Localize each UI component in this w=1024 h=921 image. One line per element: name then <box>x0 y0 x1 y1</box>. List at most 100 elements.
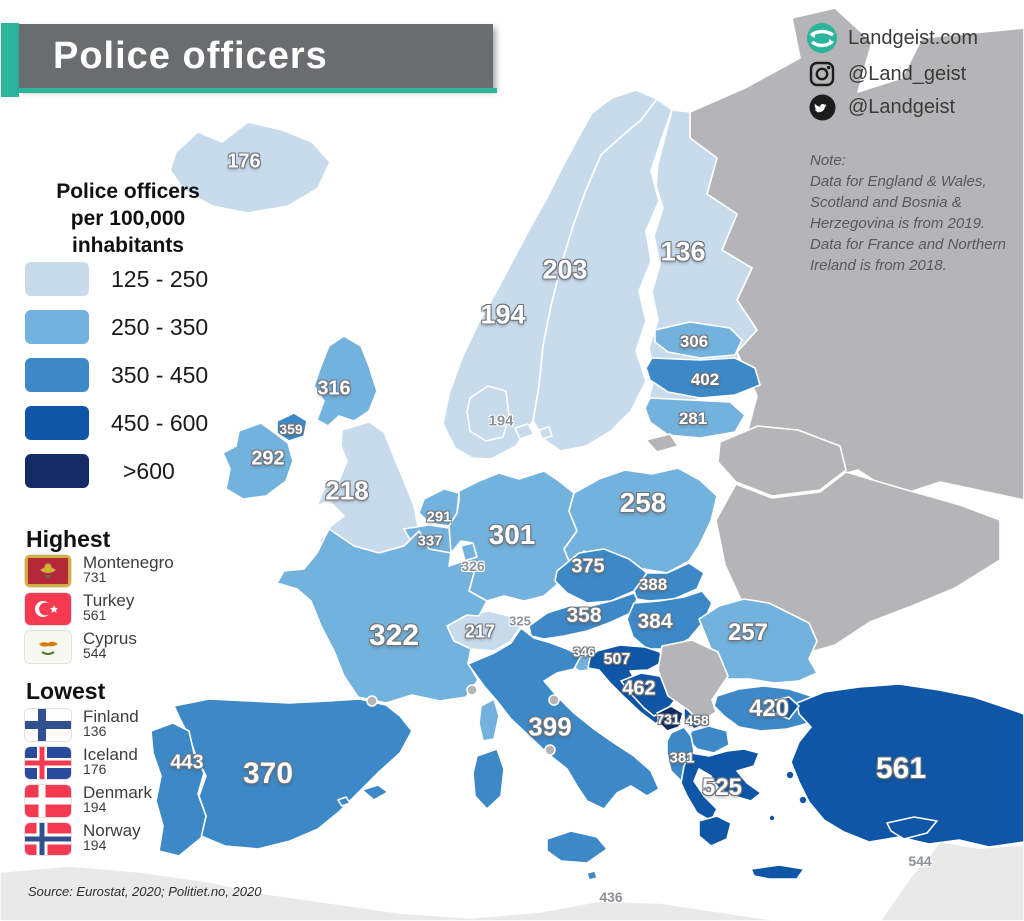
no-data-dot-san-marino <box>548 694 560 706</box>
legend-row: 250 - 350 <box>25 310 208 344</box>
legend-row: 125 - 250 <box>25 262 208 296</box>
country-montenegro <box>656 705 684 732</box>
finland-flag-icon <box>25 709 71 741</box>
legend-title-line: Police officers <box>56 180 200 203</box>
map-label-cyprus: 544 <box>908 853 932 869</box>
list-item-denmark: Denmark 194 <box>25 783 152 817</box>
country-belarus <box>717 425 847 497</box>
map-label-luxembourg: 326 <box>461 558 485 574</box>
country-italy-sardinia <box>472 748 505 810</box>
denmark-flag-icon <box>25 785 71 817</box>
map-label-northern-ireland: 359 <box>279 421 303 437</box>
map-label-spain: 370 <box>242 757 294 790</box>
legend-label: 350 - 450 <box>111 361 209 388</box>
title-accent-bar <box>1 23 19 97</box>
country-value: 194 <box>83 799 107 815</box>
country-denmark <box>466 385 510 442</box>
map-label-finland: 136 <box>660 236 706 267</box>
country-slovakia <box>633 562 705 602</box>
legend-title: Police officers per 100,000 inhabitants <box>14 178 242 259</box>
country-spain-balearics <box>337 784 389 807</box>
note-line: Herzegovina is from 2019. <box>810 215 986 232</box>
map-label-albania: 381 <box>669 749 695 767</box>
country-italy-sicily <box>546 830 608 864</box>
country-germany <box>448 470 578 602</box>
source-text: Source: Eurostat, 2020; Politiet.no, 202… <box>28 884 262 899</box>
map-label-belgium: 337 <box>417 532 443 550</box>
site-name: Landgeist.com <box>848 26 979 49</box>
note-text: Note: Data for England & Wales, Scotland… <box>810 150 1020 276</box>
legend-swatch-250-350 <box>25 310 89 344</box>
country-name: Norway <box>83 821 141 840</box>
country-scotland <box>313 335 378 427</box>
country-value: 561 <box>83 607 107 623</box>
country-value: 731 <box>83 569 107 585</box>
branding: Landgeist.com @Land_geist @Landgeist <box>806 22 978 128</box>
map-label-italy: 399 <box>528 711 572 742</box>
map-label-poland: 258 <box>619 487 667 518</box>
instagram-handle: @Land_geist <box>848 62 967 85</box>
greek-island <box>768 814 776 822</box>
legend-label: 250 - 350 <box>111 313 209 340</box>
map-label-czechia: 375 <box>571 555 605 578</box>
list-item-turkey: Turkey 561 <box>25 592 174 625</box>
map-label-romania: 257 <box>727 619 769 646</box>
legend-label: 125 - 250 <box>111 265 209 292</box>
country-liechtenstein <box>518 615 530 627</box>
legend: 125 - 250 250 - 350 350 - 450 450 - 600 … <box>25 262 208 502</box>
page-title: Police officers <box>53 34 328 77</box>
country-name: Finland <box>83 707 139 726</box>
country-greece <box>680 748 762 822</box>
greek-island <box>785 770 795 780</box>
map-label-portugal: 443 <box>170 751 204 774</box>
map-label-liechtenstein: 325 <box>509 613 531 629</box>
map-label-lithuania: 281 <box>678 409 708 428</box>
map-label-malta: 436 <box>599 889 623 905</box>
country-ireland <box>222 422 294 500</box>
branding-instagram-row: @Land_geist <box>806 61 978 87</box>
title-underline <box>19 88 497 93</box>
country-hungary <box>626 590 713 650</box>
map-label-estonia: 306 <box>679 332 709 351</box>
map-label-norway: 194 <box>480 299 526 330</box>
region-middle-east <box>879 841 1024 921</box>
map-label-greece: 525 <box>701 774 743 801</box>
lowest-list: Finland 136 Iceland 176 <box>25 707 152 861</box>
country-value: 194 <box>83 837 107 853</box>
legend-label: 450 - 600 <box>111 409 209 436</box>
country-name: Denmark <box>83 783 152 802</box>
region-kaliningrad <box>645 433 679 453</box>
map-label-latvia: 402 <box>690 370 720 389</box>
map-label-ireland: 292 <box>251 447 285 470</box>
country-serbia <box>657 639 729 723</box>
list-item-iceland: Iceland 176 <box>25 745 152 779</box>
list-item-cyprus: Cyprus 544 <box>25 630 174 663</box>
map-label-kosovo: 458 <box>685 712 709 728</box>
montenegro-flag-icon <box>25 555 71 587</box>
branding-site-row: Landgeist.com <box>806 22 978 54</box>
no-data-dot-monaco <box>466 684 478 696</box>
highest-list: Montenegro 731 Turkey 561 <box>25 554 174 669</box>
note-line: Note: <box>810 152 846 169</box>
country-denmark-isles <box>514 423 553 440</box>
iceland-flag-icon <box>25 747 71 779</box>
country-northern-ireland <box>276 412 308 442</box>
landgeist-logo-icon <box>806 22 838 54</box>
country-spain <box>173 698 413 850</box>
country-corsica <box>478 698 500 742</box>
map-label-netherlands: 291 <box>426 508 452 526</box>
twitter-icon <box>806 94 838 121</box>
country-poland <box>563 467 718 574</box>
map-label-montenegro: 731 <box>656 711 680 727</box>
country-name: Iceland <box>83 745 138 764</box>
map-label-slovenia: 346 <box>573 644 595 660</box>
country-malta <box>586 870 598 881</box>
legend-label: >600 <box>123 457 175 484</box>
legend-row: 350 - 450 <box>25 358 208 392</box>
list-item-finland: Finland 136 <box>25 707 152 741</box>
country-value: 136 <box>83 723 107 739</box>
map-label-switzerland: 217 <box>464 621 496 642</box>
map-label-sweden: 203 <box>542 254 588 285</box>
region-north-africa <box>0 865 781 921</box>
legend-swatch-450-600 <box>25 406 89 440</box>
